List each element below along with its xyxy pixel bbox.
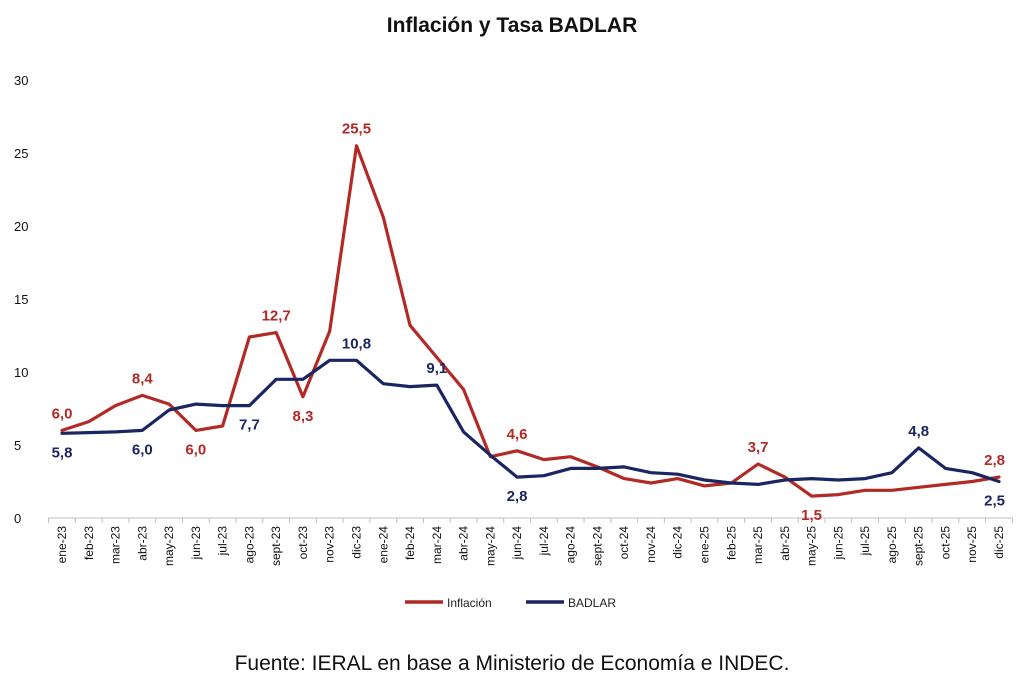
y-axis-ticks: 0 5 10 15 20 25 30 <box>14 73 28 526</box>
x-tick-label: jul-23 <box>216 526 230 557</box>
chart-title: Inflación y Tasa BADLAR <box>386 14 638 37</box>
data-label: 8,3 <box>293 408 314 425</box>
x-tick-label: feb-25 <box>724 526 738 560</box>
x-tick-label: jun-24 <box>510 526 524 561</box>
data-label: 2,8 <box>507 488 528 505</box>
x-tick-label: mar-25 <box>751 526 765 564</box>
data-label: 1,5 <box>801 507 822 524</box>
x-tick-label: may-25 <box>805 526 819 566</box>
x-tick-label: abr-23 <box>135 526 149 561</box>
data-label: 2,8 <box>984 452 1005 469</box>
x-tick-label: feb-24 <box>403 526 417 560</box>
x-tick-label: oct-23 <box>296 526 310 560</box>
x-tick-label: mar-23 <box>109 526 123 564</box>
legend: Inflación BADLAR <box>405 596 616 610</box>
data-label: 12,7 <box>262 308 291 325</box>
y-tick-label: 30 <box>14 73 28 88</box>
data-label: 25,5 <box>342 121 371 138</box>
x-tick-label: oct-25 <box>938 526 952 560</box>
x-tick-label: may-24 <box>483 526 497 566</box>
x-tick-label: dic-23 <box>349 526 363 559</box>
x-tick-label: ago-24 <box>564 526 578 564</box>
series-lines <box>60 144 1001 498</box>
x-tick-label: ago-23 <box>242 526 256 564</box>
x-tick-label: nov-25 <box>965 526 979 563</box>
x-tick-label: mar-24 <box>430 526 444 564</box>
x-tick-label: feb-23 <box>82 526 96 560</box>
series-line-inflacin <box>60 144 1001 498</box>
y-tick-label: 25 <box>14 146 28 161</box>
data-label: 5,8 <box>52 444 73 461</box>
x-tick-label: nov-23 <box>323 526 337 563</box>
y-tick-label: 0 <box>14 511 21 526</box>
x-tick-label: jun-25 <box>831 526 845 561</box>
x-tick-label: jun-23 <box>189 526 203 561</box>
data-label: 6,0 <box>132 441 153 458</box>
y-tick-label: 20 <box>14 219 28 234</box>
data-label: 3,7 <box>748 439 769 456</box>
y-tick-label: 10 <box>14 365 28 380</box>
source-caption: Fuente: IERAL en base a Ministerio de Ec… <box>234 652 790 675</box>
data-label: 6,0 <box>185 441 206 458</box>
data-label: 6,0 <box>52 405 73 422</box>
x-tick-label: sept-23 <box>269 526 283 566</box>
x-tick-label: sept-25 <box>912 526 926 566</box>
y-tick-label: 15 <box>14 292 28 307</box>
x-tick-label: dic-24 <box>671 526 685 559</box>
x-tick-label: jul-24 <box>537 526 551 557</box>
data-label: 4,6 <box>507 426 528 443</box>
x-tick-label: nov-24 <box>644 526 658 563</box>
x-tick-label: abr-24 <box>457 526 471 561</box>
data-labels: 6,0 8,4 6,0 12,7 8,3 25,5 4,6 3,7 1,5 2,8 5,8 6,0 7,… <box>52 121 1005 524</box>
x-tick-label: abr-25 <box>778 526 792 561</box>
x-tick-label: ene-25 <box>698 526 712 564</box>
x-tick-label: ene-24 <box>376 526 390 564</box>
x-tick-label: ago-25 <box>885 526 899 564</box>
series-line-badlar <box>60 358 1001 486</box>
data-label: 2,5 <box>984 493 1005 510</box>
y-tick-label: 5 <box>14 438 21 453</box>
x-tick-label: dic-25 <box>992 526 1006 559</box>
x-axis-tick-marks <box>48 518 1013 523</box>
legend-label: Inflación <box>447 596 492 610</box>
x-tick-label: oct-24 <box>617 526 631 560</box>
data-label: 9,1 <box>426 360 447 377</box>
legend-label: BADLAR <box>568 596 616 610</box>
data-label: 4,8 <box>908 423 929 440</box>
x-tick-label: ene-23 <box>55 526 69 564</box>
x-tick-label: sept-24 <box>590 526 604 566</box>
x-tick-label: jul-25 <box>858 526 872 557</box>
data-label: 10,8 <box>342 335 371 352</box>
x-tick-label: may-23 <box>162 526 176 566</box>
data-label: 8,4 <box>132 370 154 387</box>
data-label: 7,7 <box>239 417 260 434</box>
x-axis-tick-labels: ene-23 feb-23 mar-23 abr-23 may-23 jun-23 jul-… <box>55 526 1006 566</box>
